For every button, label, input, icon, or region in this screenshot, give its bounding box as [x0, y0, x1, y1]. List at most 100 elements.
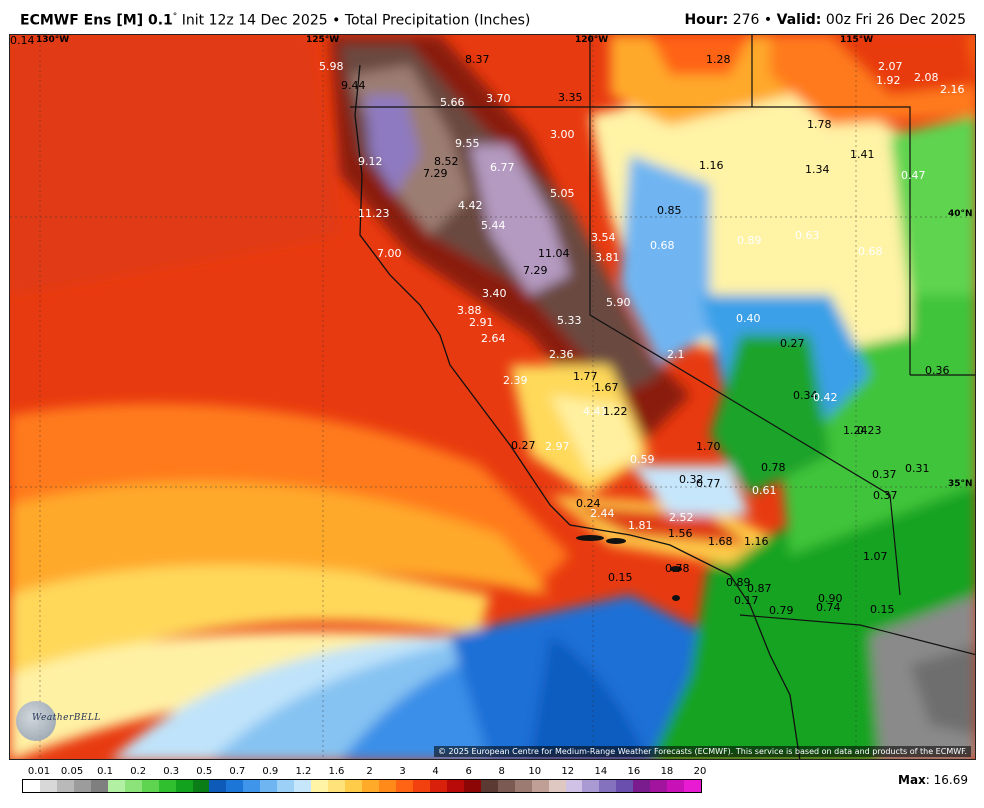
valid-info: Hour: 276 • Valid: 00z Fri 26 Dec 2025	[684, 12, 966, 28]
precip-value-label: 0.32	[679, 473, 704, 486]
precip-value-label: 0.24	[576, 497, 601, 510]
precip-value-label: 0.40	[736, 312, 761, 325]
precip-value-label: 0.63	[795, 229, 820, 242]
precip-value-label: 11.04	[538, 247, 570, 260]
hour-label: Hour:	[684, 12, 729, 28]
hour-value: 276	[732, 12, 760, 28]
scale-swatch	[599, 780, 617, 792]
max-value: 16.69	[933, 773, 968, 787]
scale-swatch	[429, 780, 447, 792]
precip-value-label: 7.00	[377, 247, 402, 260]
precip-value-label: 9.12	[358, 155, 383, 168]
precip-value-label: 2.07	[878, 60, 903, 73]
scale-tick-label: 16	[627, 766, 641, 777]
precip-value-label: 0.79	[769, 604, 794, 617]
weatherbell-logo: WeatherBELL	[16, 701, 100, 743]
precip-value-label: 0.23	[857, 424, 882, 437]
precipitation-map: 130°W 125°W 120°W 115°W 40°N 35°N 5.98 8.37 9.4…	[9, 34, 976, 760]
valid-label: Valid:	[776, 12, 822, 28]
precip-value-label: 1.16	[744, 535, 769, 548]
precip-value-label: 1.68	[708, 535, 733, 548]
scale-swatch	[616, 780, 634, 792]
model-name: ECMWF Ens [M] 0.1	[20, 12, 173, 29]
precip-value-label: 0.61	[752, 484, 777, 497]
scale-swatch	[667, 780, 685, 792]
precip-value-label: 0.37	[872, 468, 897, 481]
precip-value-label: 0.78	[761, 461, 786, 474]
init-time: Init 12z 14 Dec 2025	[181, 12, 328, 29]
precip-value-label: 5.44	[481, 219, 506, 232]
scale-swatch	[446, 780, 464, 792]
precip-value-label: 8.37	[465, 53, 490, 66]
precip-value-label: 0.68	[858, 245, 883, 258]
scale-swatch	[328, 780, 346, 792]
precip-value-label: 3.40	[482, 287, 507, 300]
scale-tick-label: 18	[660, 766, 674, 777]
precip-value-label: 0.85	[657, 204, 682, 217]
precip-value-label: 8.52	[434, 155, 459, 168]
precip-value-label: 1.78	[807, 118, 832, 131]
scale-swatch	[412, 780, 430, 792]
precip-value-label: 0.42	[813, 391, 838, 404]
scale-swatch	[107, 780, 125, 792]
precip-value-label: 1.22	[603, 405, 628, 418]
precip-value-label: 5.98	[319, 60, 344, 73]
precip-value-label: 7.29	[523, 264, 548, 277]
precip-value-label: 1.34	[805, 163, 830, 176]
precip-value-label: 0.78	[665, 562, 690, 575]
precip-value-label: 5.33	[557, 314, 582, 327]
scale-swatch	[209, 780, 227, 792]
precip-value-label: 5.90	[606, 296, 631, 309]
scale-swatch	[650, 780, 668, 792]
scale-tick-label: 8	[498, 766, 505, 777]
scale-swatch	[90, 780, 108, 792]
precip-value-label: 0.14	[10, 34, 35, 47]
precip-value-label: 1.07	[863, 550, 888, 563]
scale-tick-label: 0.5	[196, 766, 213, 777]
precip-value-label: 2.91	[469, 316, 494, 329]
scale-tick-label: 0.3	[163, 766, 180, 777]
copyright-credit: © 2025 European Centre for Medium-Range …	[434, 746, 971, 757]
precip-value-label: 2.97	[545, 440, 570, 453]
precip-value-label: 4.41	[583, 405, 608, 418]
precip-value-label: 5.05	[550, 187, 575, 200]
precip-value-label: 1.70	[696, 440, 721, 453]
precip-value-label: 3.88	[457, 304, 482, 317]
precip-value-label: 3.00	[550, 128, 575, 141]
scale-swatch	[56, 780, 74, 792]
precip-value-label: 0.37	[873, 489, 898, 502]
scale-swatch	[463, 780, 481, 792]
scale-swatch	[23, 780, 40, 792]
coord-label: 120°W	[575, 35, 609, 45]
precip-value-label: 2.39	[503, 374, 528, 387]
coord-label: 125°W	[306, 35, 340, 45]
scale-tick-label: 3	[399, 766, 406, 777]
scale-tick-label: 12	[561, 766, 575, 777]
scale-swatch	[514, 780, 532, 792]
precip-value-label: 3.35	[558, 91, 583, 104]
precip-value-label: 9.44	[341, 79, 366, 92]
scale-swatch	[141, 780, 159, 792]
precip-value-label: 2.44	[590, 507, 615, 520]
scale-tick-label: 14	[594, 766, 608, 777]
precip-value-label: 0.17	[734, 594, 759, 607]
precip-value-label: 4.42	[458, 199, 483, 212]
precip-value-label: 1.28	[706, 53, 731, 66]
scale-tick-label: 0.9	[262, 766, 279, 777]
scale-tick-label: 1.2	[295, 766, 312, 777]
scale-tick-label: 1.6	[328, 766, 345, 777]
max-label: Max	[898, 773, 926, 787]
scale-swatch	[192, 780, 210, 792]
scale-swatch	[124, 780, 142, 792]
precip-value-label: 2.16	[940, 83, 965, 96]
precip-value-label: 1.16	[699, 159, 724, 172]
degree-sign: °	[172, 12, 178, 22]
precip-value-label: 0.59	[630, 453, 655, 466]
scale-tick-label: 2	[366, 766, 373, 777]
precip-value-label: 0.68	[650, 239, 675, 252]
scale-swatch	[633, 780, 651, 792]
precip-value-label: 1.67	[594, 381, 619, 394]
precip-value-label: 3.81	[595, 251, 620, 264]
title: ECMWF Ens [M] 0.1° Init 12z 14 Dec 2025 …	[20, 12, 530, 29]
coord-label: 40°N	[948, 209, 973, 219]
